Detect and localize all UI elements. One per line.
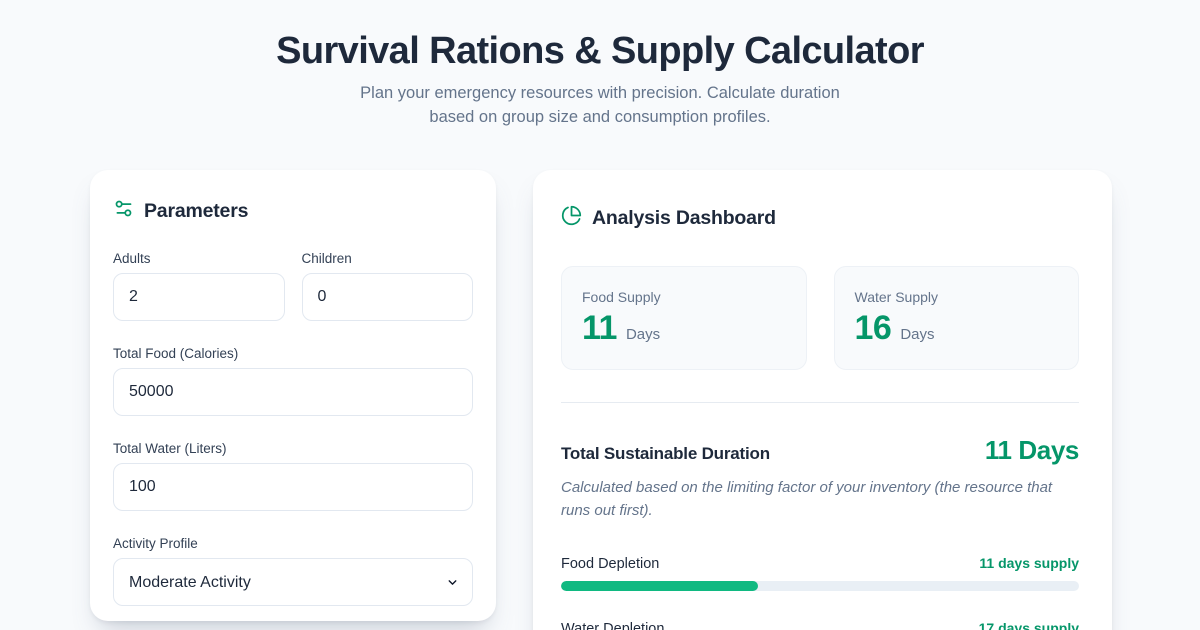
- water-depletion-supply: 17 days supply: [978, 620, 1079, 630]
- sliders-icon: [113, 198, 134, 224]
- food-supply-value: 11: [582, 309, 617, 347]
- dashboard-title: Analysis Dashboard: [592, 206, 776, 229]
- divider: [561, 402, 1079, 403]
- parameters-header: Parameters: [113, 198, 473, 224]
- page-subtitle-line1: Plan your emergency resources with preci…: [360, 84, 840, 102]
- food-depletion-label: Food Depletion: [561, 556, 660, 572]
- food-supply-label: Food Supply: [582, 289, 661, 305]
- adults-label: Adults: [113, 251, 151, 266]
- parameters-card: Parameters Adults Children Total Food (C…: [90, 170, 496, 621]
- total-duration-value: 11 Days: [984, 435, 1079, 465]
- water-depletion-label: Water Depletion: [561, 621, 665, 630]
- water-supply-unit: Days: [900, 326, 935, 343]
- food-depletion-supply: 11 days supply: [979, 555, 1079, 571]
- water-supply-label: Water Supply: [854, 289, 939, 305]
- food-depletion-row: Food Depletion 11 days supply: [561, 555, 1079, 572]
- water-supply-value: 16: [854, 309, 892, 347]
- page-subtitle: Plan your emergency resources with preci…: [0, 81, 1200, 129]
- children-label: Children: [301, 251, 352, 266]
- total-duration-row: Total Sustainable Duration 11 Days: [561, 435, 1079, 466]
- activity-profile-select[interactable]: Moderate Activity: [113, 558, 473, 606]
- water-depletion-row: Water Depletion 17 days supply: [561, 620, 1079, 630]
- dashboard-header: Analysis Dashboard: [561, 205, 1079, 231]
- activity-profile-label: Activity Profile: [113, 536, 198, 551]
- total-food-label: Total Food (Calories): [113, 346, 239, 361]
- total-duration-label: Total Sustainable Duration: [561, 444, 770, 463]
- parameters-title: Parameters: [144, 199, 249, 222]
- food-depletion-bar-fill: [561, 581, 758, 591]
- total-duration-note: Calculated based on the limiting factor …: [561, 479, 1053, 519]
- children-input[interactable]: [301, 273, 473, 321]
- food-supply-unit: Days: [625, 326, 661, 343]
- total-water-input[interactable]: [113, 463, 473, 511]
- total-water-label: Total Water (Liters): [113, 441, 227, 456]
- page-subtitle-line2: based on group size and consumption prof…: [429, 108, 771, 126]
- water-supply-stat: Water Supply 16 Days: [833, 266, 1079, 370]
- adults-input[interactable]: [113, 273, 285, 321]
- pie-chart-icon: [561, 205, 582, 231]
- total-food-input[interactable]: [113, 368, 473, 416]
- food-depletion-bar-track: [561, 581, 1079, 591]
- page-title: Survival Rations & Supply Calculator: [276, 30, 924, 72]
- analysis-dashboard-card: Analysis Dashboard Food Supply 11 Days W…: [533, 170, 1112, 630]
- food-supply-stat: Food Supply 11 Days: [561, 266, 807, 370]
